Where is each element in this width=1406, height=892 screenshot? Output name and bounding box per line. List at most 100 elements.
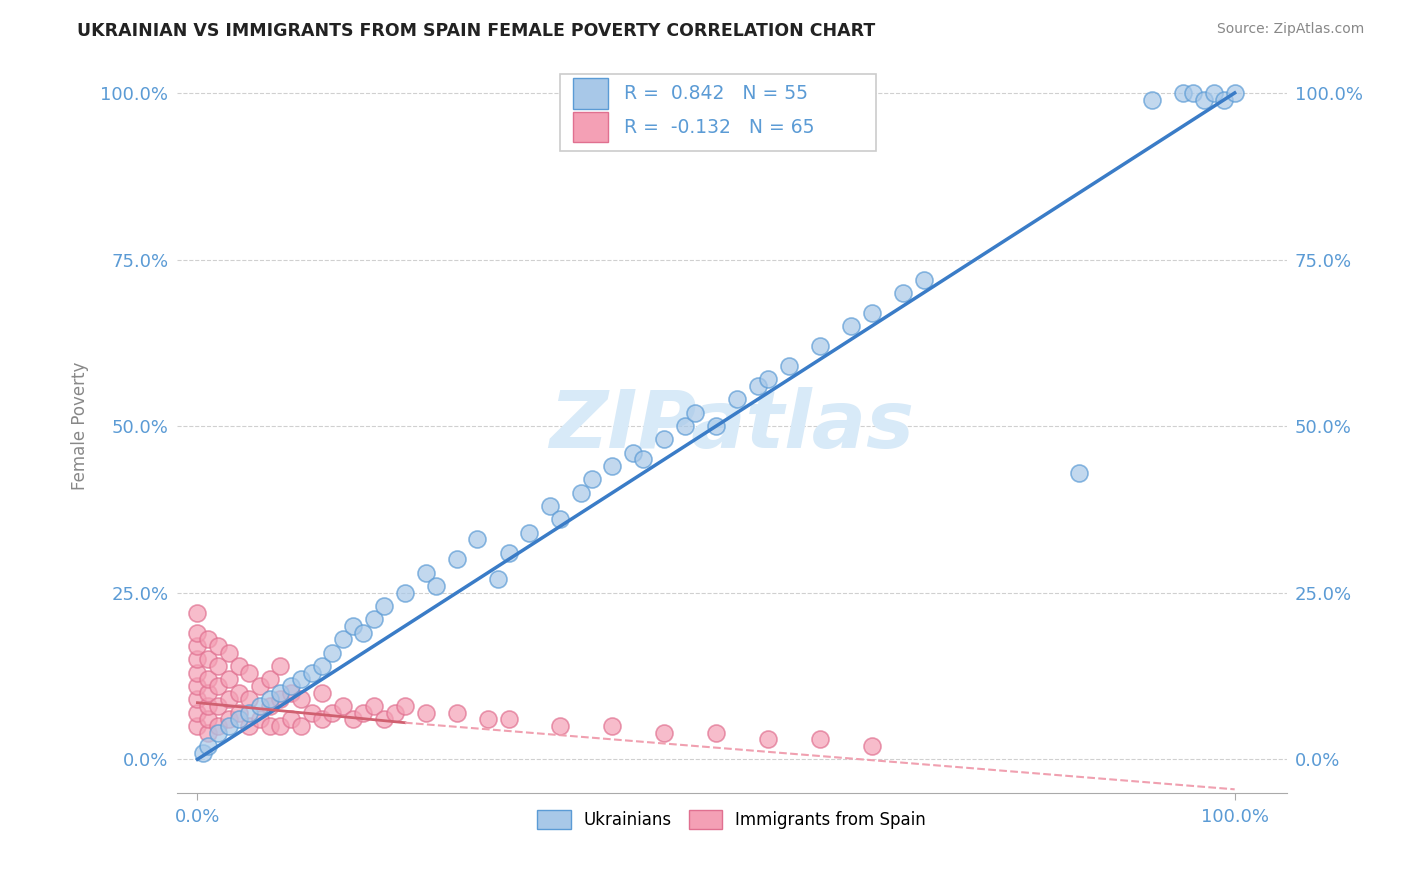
Point xyxy=(269,719,291,733)
Point xyxy=(321,646,343,660)
Point xyxy=(280,712,302,726)
Point xyxy=(186,719,208,733)
Point xyxy=(186,639,208,653)
Point xyxy=(249,699,271,714)
Point xyxy=(228,706,250,720)
Point xyxy=(756,732,779,747)
Point xyxy=(259,673,281,687)
Point xyxy=(394,585,416,599)
Point xyxy=(197,712,219,726)
Point xyxy=(373,712,395,726)
Point xyxy=(581,472,603,486)
Point xyxy=(550,512,572,526)
Point xyxy=(1213,93,1236,107)
Point xyxy=(228,712,250,726)
Point xyxy=(269,659,291,673)
Point xyxy=(394,699,416,714)
Point xyxy=(218,673,240,687)
Point xyxy=(290,692,312,706)
Point xyxy=(685,406,707,420)
Point xyxy=(446,552,468,566)
Point xyxy=(197,686,219,700)
Point xyxy=(363,612,385,626)
Point xyxy=(1140,93,1163,107)
Point xyxy=(352,625,374,640)
Point xyxy=(186,692,208,706)
Point xyxy=(238,706,260,720)
Point xyxy=(498,546,520,560)
Text: ZIPatlas: ZIPatlas xyxy=(550,387,914,465)
Point xyxy=(602,459,624,474)
Point xyxy=(891,285,914,300)
Point xyxy=(197,699,219,714)
Point xyxy=(321,706,343,720)
Text: R =  0.842   N = 55: R = 0.842 N = 55 xyxy=(624,84,808,103)
Text: Source: ZipAtlas.com: Source: ZipAtlas.com xyxy=(1216,22,1364,37)
Point xyxy=(197,632,219,647)
Point xyxy=(269,692,291,706)
Point xyxy=(808,732,831,747)
Point xyxy=(207,699,229,714)
Point xyxy=(238,692,260,706)
Point xyxy=(311,686,333,700)
FancyBboxPatch shape xyxy=(572,78,609,109)
Point xyxy=(280,686,302,700)
Point xyxy=(207,725,229,739)
Point xyxy=(384,706,406,720)
Point xyxy=(778,359,800,373)
Point xyxy=(446,706,468,720)
Point xyxy=(725,392,748,407)
Point xyxy=(342,712,364,726)
Point xyxy=(301,665,323,680)
Point xyxy=(259,692,281,706)
Point xyxy=(191,746,214,760)
Point xyxy=(186,706,208,720)
Point xyxy=(228,659,250,673)
Point xyxy=(332,699,354,714)
Point xyxy=(238,665,260,680)
Point xyxy=(197,725,219,739)
Point xyxy=(207,679,229,693)
Point xyxy=(207,719,229,733)
Point xyxy=(477,712,499,726)
Point xyxy=(311,659,333,673)
Point xyxy=(259,699,281,714)
Point xyxy=(352,706,374,720)
Point xyxy=(538,499,561,513)
Point xyxy=(311,712,333,726)
Point xyxy=(860,306,883,320)
Point xyxy=(550,719,572,733)
Point xyxy=(238,719,260,733)
Point xyxy=(652,725,675,739)
Point xyxy=(363,699,385,714)
Point xyxy=(652,433,675,447)
Point xyxy=(747,379,769,393)
Point xyxy=(425,579,447,593)
Point xyxy=(1192,93,1215,107)
Point xyxy=(342,619,364,633)
Point xyxy=(1182,86,1205,100)
Point xyxy=(301,706,323,720)
Point xyxy=(269,686,291,700)
Point xyxy=(218,712,240,726)
Point xyxy=(621,446,644,460)
Point xyxy=(332,632,354,647)
Point xyxy=(280,679,302,693)
Point xyxy=(228,686,250,700)
Point xyxy=(860,739,883,753)
Point xyxy=(186,625,208,640)
Point xyxy=(912,272,935,286)
Point xyxy=(207,659,229,673)
Point xyxy=(207,639,229,653)
Point xyxy=(467,533,489,547)
Point xyxy=(186,652,208,666)
Point xyxy=(517,525,540,540)
Text: R =  -0.132   N = 65: R = -0.132 N = 65 xyxy=(624,118,814,136)
Point xyxy=(633,452,655,467)
Point xyxy=(498,712,520,726)
Point xyxy=(186,606,208,620)
Point xyxy=(415,566,437,580)
Y-axis label: Female Poverty: Female Poverty xyxy=(72,362,89,491)
Point xyxy=(569,485,592,500)
Point xyxy=(218,719,240,733)
